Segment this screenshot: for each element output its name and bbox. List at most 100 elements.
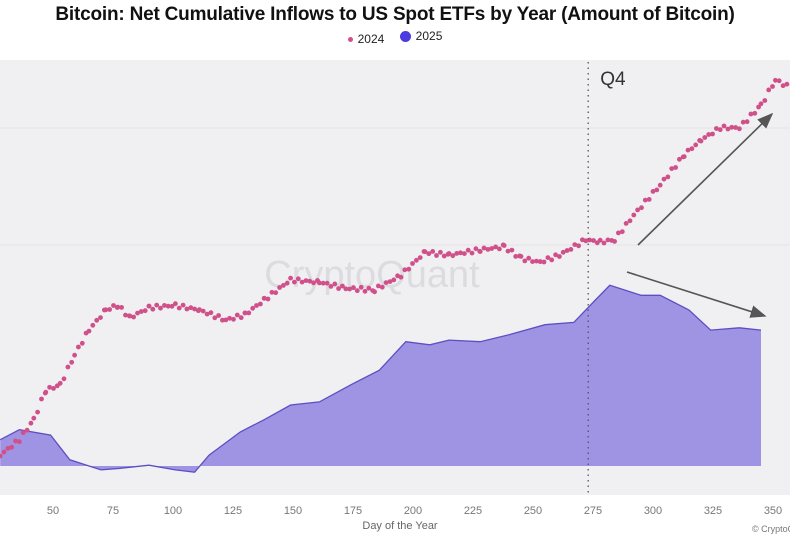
series-2024-point (576, 243, 581, 249)
series-2024-point (489, 246, 495, 251)
series-2024-point (234, 312, 240, 318)
series-2024-point (180, 302, 186, 308)
series-2024-point (72, 352, 77, 358)
series-2024-point (784, 81, 790, 87)
series-2024-point (553, 252, 558, 258)
legend-item-2024[interactable]: 2024 (347, 32, 384, 46)
series-2024-point (473, 246, 479, 252)
x-tick-label: 100 (164, 505, 182, 517)
series-2024-point (295, 276, 301, 282)
series-2024-point (717, 127, 723, 133)
series-2024-point (744, 119, 750, 125)
series-2024-point (710, 131, 715, 137)
series-2024-point (537, 259, 543, 264)
series-2024-point (158, 305, 163, 311)
series-2024-point (197, 307, 202, 312)
series-2024-point (513, 254, 519, 259)
legend-item-2025[interactable]: 2025 (399, 29, 443, 43)
series-2024-point (307, 278, 313, 284)
series-2024-point (94, 317, 100, 323)
series-2024-point (665, 174, 671, 180)
series-2024-point (417, 255, 423, 260)
x-tick-label: 175 (344, 505, 362, 517)
series-2024-point (402, 267, 408, 273)
series-2024-point (188, 305, 194, 311)
series-2024-point (605, 237, 611, 243)
series-2024-point (131, 314, 137, 320)
series-2024-point (740, 119, 746, 125)
series-2024-point (169, 303, 175, 309)
series-2024-point (281, 283, 286, 288)
series-2024-point (673, 165, 678, 170)
series-2024-point (86, 328, 92, 334)
series-2024-point (721, 123, 727, 129)
chart-title: Bitcoin: Net Cumulative Inflows to US Sp… (55, 4, 735, 25)
series-2024-point (661, 176, 667, 182)
series-2024-point (752, 110, 758, 116)
series-2024-point (9, 444, 15, 450)
series-2024-point (216, 313, 222, 318)
series-2024-point (601, 240, 607, 246)
series-2024-point (303, 278, 309, 283)
series-2024-point (650, 189, 656, 194)
series-2024-point (340, 283, 345, 289)
series-2024-point (242, 310, 248, 316)
series-2024-point (343, 286, 349, 292)
series-2024-point (616, 230, 621, 236)
series-2024-point (505, 248, 511, 254)
series-2024-point (773, 77, 778, 83)
series-2024-point (246, 310, 252, 316)
series-2024-point (469, 250, 475, 256)
series-2024-point (549, 257, 555, 263)
series-2024-point (176, 305, 182, 311)
series-2024-point (454, 251, 460, 256)
series-2024-point (725, 126, 731, 132)
series-2024-point (729, 124, 735, 130)
series-2024-point (61, 376, 67, 382)
series-2024-point (24, 427, 30, 433)
series-2024-point (0, 453, 3, 459)
series-2024-point (501, 243, 507, 248)
series-2024-point (111, 303, 116, 308)
series-2024-point (65, 364, 71, 370)
series-2024-point (493, 244, 498, 250)
series-2024-point (358, 284, 364, 290)
series-2024-point (568, 247, 574, 252)
series-2024-point (184, 306, 190, 312)
series-2024-point (646, 197, 652, 202)
series-2024-point (231, 316, 236, 322)
series-2024-point (530, 259, 535, 264)
series-2024-point (564, 248, 570, 253)
series-2025-area (0, 285, 761, 473)
legend-label-2025: 2025 (415, 29, 443, 43)
series-2024-point (31, 415, 37, 421)
series-2024-point (677, 156, 682, 162)
series-2024-point (127, 313, 133, 319)
series-2024-point (5, 445, 11, 451)
series-2024-point (639, 205, 644, 211)
series-2024-point (758, 101, 764, 107)
series-2024-point (458, 250, 463, 256)
series-2024-point (426, 251, 432, 257)
x-tick-label: 75 (107, 505, 119, 517)
series-2024-point (387, 279, 393, 284)
legend: 2024 2025 (0, 29, 790, 46)
series-2024-point (57, 380, 63, 386)
series-2024-point (336, 286, 341, 291)
series-2024-point (733, 125, 738, 130)
series-2024-point (146, 303, 152, 309)
credit: © CryptoQuant (752, 524, 790, 534)
q4-label: Q4 (600, 69, 626, 90)
series-2024-point (379, 284, 385, 290)
x-tick-label: 50 (47, 505, 59, 517)
series-2024-point (383, 280, 389, 285)
series-2024-point (43, 389, 49, 395)
series-2024-point (238, 315, 244, 321)
series-2024-point (706, 132, 712, 137)
series-2024-point (223, 317, 229, 323)
series-2024-point (292, 279, 297, 285)
series-2024-point (372, 289, 377, 295)
series-2024-point (518, 254, 524, 259)
series-2024-point (522, 258, 528, 264)
series-2024-point (560, 249, 566, 255)
